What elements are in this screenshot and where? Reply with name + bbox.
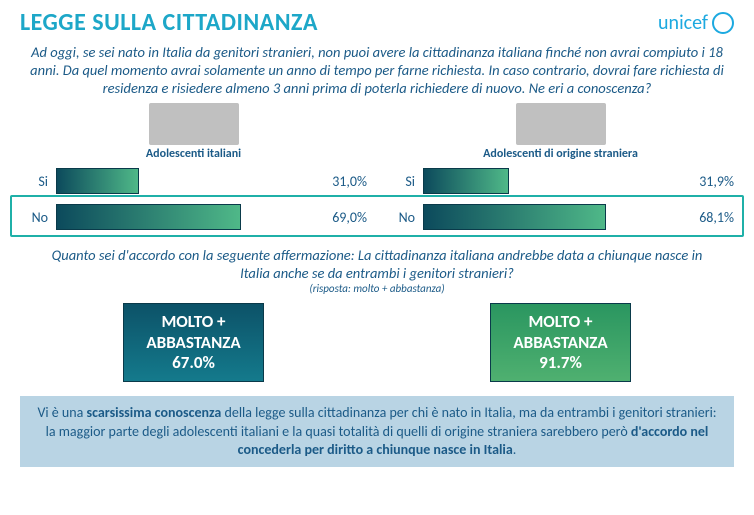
footer-b1: scarsissima conoscenza — [86, 404, 221, 421]
bar-row-si: Si 31,0% — [20, 167, 367, 195]
bar-row-si: Si 31,9% — [387, 167, 734, 195]
logo-text: unicef — [658, 11, 708, 35]
bar-value: 69,0% — [324, 209, 367, 226]
box-line2: ABBASTANZA — [513, 333, 607, 353]
bar-charts: Adolescenti italiani Si 31,0% No 69,0% A… — [0, 103, 754, 239]
footer-summary: Vi è una scarsissima conoscenza della le… — [20, 396, 734, 467]
bar-fill — [423, 168, 509, 194]
result-box-right: MOLTO + ABBASTANZA 91.7% — [490, 303, 630, 382]
chart-right: Adolescenti di origine straniera Si 31,9… — [387, 103, 734, 239]
group-label: Adolescenti di origine straniera — [483, 147, 638, 161]
footer-t3: . — [513, 441, 517, 458]
bar-label: No — [20, 209, 56, 226]
header: LEGGE SULLA CITTADINANZA unicef — [0, 0, 754, 41]
box-line2: ABBASTANZA — [146, 333, 240, 353]
box-line1: MOLTO + — [513, 312, 607, 332]
bar-fill — [56, 204, 241, 230]
intro-text: Ad oggi, se sei nato in Italia da genito… — [0, 41, 754, 103]
bar-label: Si — [387, 173, 423, 190]
unicef-logo: unicef — [658, 11, 734, 35]
thumbnail-image — [516, 103, 606, 145]
bar-label: Si — [20, 173, 56, 190]
bar-value: 31,9% — [691, 173, 734, 190]
globe-icon — [712, 12, 734, 34]
bar-value: 68,1% — [691, 209, 734, 226]
bar-fill — [423, 204, 606, 230]
result-box-left: MOLTO + ABBASTANZA 67.0% — [123, 303, 263, 382]
page-title: LEGGE SULLA CITTADINANZA — [20, 8, 318, 37]
group-label: Adolescenti italiani — [146, 147, 241, 161]
question2-sub: (risposta: molto + abbastanza) — [0, 282, 754, 295]
bar-row-no: No 69,0% — [20, 203, 367, 231]
bar-value: 31,0% — [324, 173, 367, 190]
bar-label: No — [387, 209, 423, 226]
box-line1: MOLTO + — [146, 312, 240, 332]
thumbnail-image — [149, 103, 239, 145]
bar-fill — [56, 168, 139, 194]
question2-text: Quanto sei d'accordo con la seguente aff… — [0, 239, 754, 282]
box-value: 91.7% — [513, 353, 607, 373]
bar-row-no: No 68,1% — [387, 203, 734, 231]
footer-t1: Vi è una — [37, 404, 86, 421]
chart-left: Adolescenti italiani Si 31,0% No 69,0% — [20, 103, 367, 239]
result-boxes: MOLTO + ABBASTANZA 67.0% MOLTO + ABBASTA… — [0, 303, 754, 382]
box-value: 67.0% — [146, 353, 240, 373]
